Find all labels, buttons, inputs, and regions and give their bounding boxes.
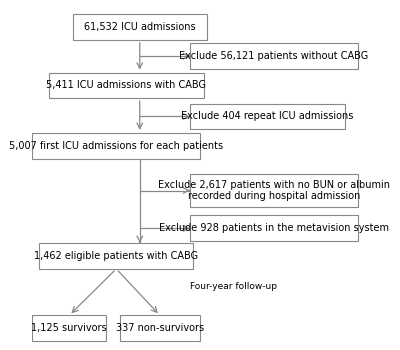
FancyBboxPatch shape xyxy=(190,174,358,207)
Text: Exclude 928 patients in the metavision system: Exclude 928 patients in the metavision s… xyxy=(159,223,389,233)
FancyBboxPatch shape xyxy=(120,315,200,341)
Text: 1,462 eligible patients with CABG: 1,462 eligible patients with CABG xyxy=(34,251,198,261)
FancyBboxPatch shape xyxy=(190,104,344,130)
Text: 1,125 survivors: 1,125 survivors xyxy=(32,323,107,333)
FancyBboxPatch shape xyxy=(73,14,207,40)
Text: Exclude 404 repeat ICU admissions: Exclude 404 repeat ICU admissions xyxy=(181,111,354,121)
Text: 337 non-survivors: 337 non-survivors xyxy=(116,323,204,333)
Text: Four-year follow-up: Four-year follow-up xyxy=(190,282,277,292)
Text: Exclude 2,617 patients with no BUN or albumin
recorded during hospital admission: Exclude 2,617 patients with no BUN or al… xyxy=(158,180,390,201)
Text: 5,007 first ICU admissions for each patients: 5,007 first ICU admissions for each pati… xyxy=(9,141,223,151)
FancyBboxPatch shape xyxy=(190,43,358,69)
FancyBboxPatch shape xyxy=(190,216,358,241)
FancyBboxPatch shape xyxy=(32,315,106,341)
Text: 5,411 ICU admissions with CABG: 5,411 ICU admissions with CABG xyxy=(46,80,206,90)
FancyBboxPatch shape xyxy=(39,243,194,269)
Text: Exclude 56,121 patients without CABG: Exclude 56,121 patients without CABG xyxy=(180,51,369,61)
FancyBboxPatch shape xyxy=(49,72,204,98)
FancyBboxPatch shape xyxy=(32,133,200,159)
Text: 61,532 ICU admissions: 61,532 ICU admissions xyxy=(84,22,196,32)
